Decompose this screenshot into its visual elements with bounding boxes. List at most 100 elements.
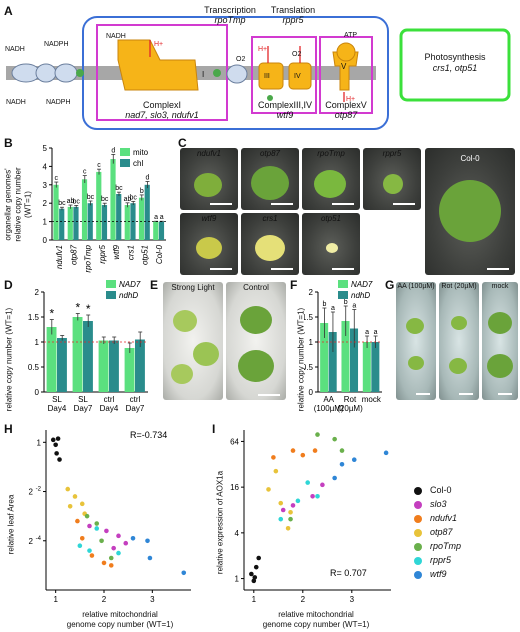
- scatter-point: [290, 448, 296, 453]
- panel-label-f: F: [290, 278, 298, 292]
- nadh-dh-3: [54, 63, 78, 83]
- photo-otp87: otp87: [241, 148, 299, 210]
- significance-label: *: [86, 302, 91, 316]
- complex1-label: ComplexI: [142, 100, 181, 110]
- complex5-shape: [332, 51, 359, 91]
- y-tick-exponent: -2: [36, 487, 42, 493]
- photosynthesis-label: Photosynthesis: [424, 52, 486, 62]
- legend-label: rpoTmp: [430, 541, 462, 551]
- x-tick-label: (20µM): [337, 404, 363, 413]
- x-tick-label: ctrl: [104, 395, 115, 404]
- photo-label: crs1: [262, 214, 278, 223]
- nadph-label-2: NADPH: [46, 99, 71, 106]
- scatter-point: [310, 493, 315, 499]
- bar: [116, 194, 122, 240]
- r-value: R= 0.707: [330, 568, 367, 578]
- panel-a-diagram: [6, 16, 511, 130]
- scatter-point: [94, 521, 100, 526]
- scatter-point: [84, 513, 90, 519]
- legend-dot: [414, 486, 422, 495]
- x-tick-label: wtf9: [112, 244, 121, 259]
- roman-4: IV: [294, 73, 301, 80]
- scatter-point: [312, 448, 318, 453]
- significance-label: ab: [67, 198, 75, 205]
- legend-label: NAD7: [351, 280, 373, 289]
- y-tick-label: 1.5: [28, 313, 40, 322]
- photo-rppr5: rppr5: [363, 148, 421, 210]
- y-tick-label: 0.5: [28, 363, 40, 372]
- photo-crs1: crs1: [241, 213, 299, 275]
- bar: [57, 338, 67, 392]
- scatter-point: [305, 480, 310, 485]
- complex34-box: [251, 36, 317, 114]
- significance-label: bc: [101, 196, 109, 203]
- legend-label: Col-0: [430, 485, 452, 495]
- panel-b-ylabel-1: organellar genomes': [3, 168, 13, 241]
- x-tick-label: crs1: [126, 245, 135, 260]
- y-tick-label: 64: [230, 437, 239, 446]
- translation-gene: rppr5: [282, 15, 304, 25]
- significance-label: b: [344, 299, 348, 306]
- panel-i-xlabel-2: genome copy number (WT=1): [262, 620, 370, 629]
- y-tick-label: 2: [35, 288, 40, 297]
- x-tick-label: Day4: [100, 404, 119, 413]
- scatter-point: [315, 432, 320, 437]
- legend-label: rppr5: [430, 555, 452, 565]
- y-tick-label: 4: [235, 529, 240, 538]
- legend-label: ndhD: [351, 291, 370, 300]
- x-tick-label: Day4: [48, 404, 67, 413]
- h-plus-1: H+: [154, 41, 164, 48]
- y-tick-label: 1: [43, 218, 48, 227]
- significance-label: a: [154, 214, 158, 221]
- o2-label-1: O2: [236, 56, 246, 63]
- legend-label: chl: [133, 159, 143, 168]
- scatter-point: [273, 468, 279, 474]
- nadh-label-2: NADH: [6, 99, 26, 106]
- significance-label: b: [322, 301, 326, 308]
- o2-label-2: O2: [292, 51, 302, 58]
- significance-label: d: [111, 147, 115, 154]
- scatter-point: [285, 525, 291, 531]
- bar: [371, 342, 380, 392]
- scatter-point: [79, 501, 85, 507]
- significance-label: c: [83, 169, 87, 176]
- y-tick-label: 2: [309, 288, 314, 297]
- y-tick-label: 1: [37, 438, 42, 447]
- nadh-label-1: NADH: [5, 46, 25, 53]
- legend-label: slo3: [430, 499, 447, 509]
- scatter-point: [87, 548, 92, 553]
- panel-d-ylabel: relative copy number (WT=1): [4, 307, 14, 412]
- legend-label: ndhD: [119, 291, 138, 300]
- scatter-point: [65, 486, 71, 492]
- bar: [110, 159, 116, 240]
- significance-label: bc: [87, 194, 95, 201]
- scatter-point: [290, 503, 296, 508]
- photo-otp51: otp51: [302, 213, 360, 275]
- significance-label: bc: [58, 200, 66, 207]
- scatter-point: [57, 457, 62, 462]
- transcription-gene: rpoTmp: [214, 15, 246, 25]
- y-tick-label: 4: [43, 162, 48, 171]
- nadph-label-1: NADPH: [44, 41, 69, 48]
- significance-label: c: [55, 175, 59, 182]
- significance-label: a: [352, 303, 356, 310]
- x-tick-label: Day7: [126, 404, 145, 413]
- bar: [138, 197, 145, 240]
- bar: [81, 179, 88, 240]
- scatter-point: [72, 494, 78, 499]
- y-tick-label: 1: [235, 575, 240, 584]
- y-tick-label: 3: [43, 181, 48, 190]
- scatter-point: [75, 518, 80, 524]
- photosynthesis-box: [399, 28, 511, 102]
- y-tick-label: 16: [230, 483, 239, 492]
- scatter-point: [332, 475, 337, 481]
- x-tick-label: 3: [150, 595, 155, 604]
- complex5-box: [319, 36, 373, 114]
- x-tick-label: 2: [301, 595, 306, 604]
- scatter-point: [295, 498, 301, 504]
- scatter-point: [271, 455, 276, 460]
- panel-h-xlabel-2: genome copy number (WT=1): [66, 620, 174, 629]
- panel-label-i: I: [212, 422, 216, 436]
- legend-dot: [414, 542, 422, 551]
- legend-swatch: [106, 291, 116, 299]
